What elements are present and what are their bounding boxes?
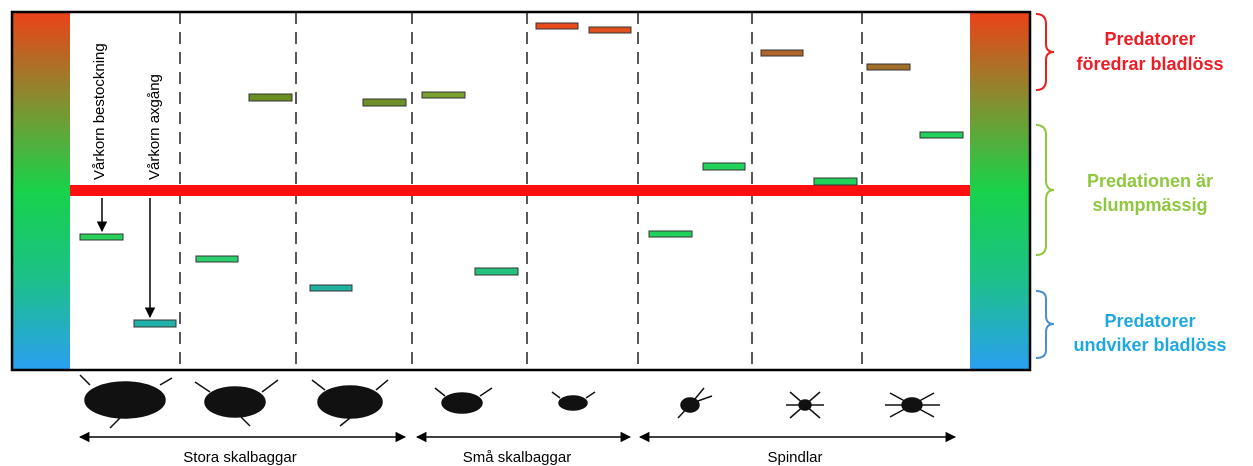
legend-text: slumpmässig — [1092, 195, 1207, 215]
random-line — [70, 185, 970, 196]
gradient-right — [970, 12, 1030, 370]
legend-text: föredrar bladlöss — [1076, 54, 1223, 74]
frame — [10, 10, 1032, 372]
annotation: Vårkorn axgång — [146, 74, 163, 180]
legend-text: undviker bladlöss — [1073, 335, 1226, 355]
plot: Vårkorn bestockning Vårkorn axgång — [10, 10, 1032, 372]
annotation: Vårkorn bestockning — [91, 43, 108, 180]
legend — [1035, 13, 1055, 359]
bars — [79, 22, 964, 328]
group-label: Stora skalbaggar — [183, 449, 296, 466]
silhouettes — [79, 374, 940, 429]
legend-text: Predationen är — [1087, 171, 1213, 191]
group-label: Spindlar — [767, 449, 822, 466]
legend-text: Predatorer — [1104, 29, 1195, 49]
gradient-left — [12, 12, 70, 370]
legend-text: Predatorer — [1104, 311, 1195, 331]
group-label: Små skalbaggar — [463, 449, 571, 466]
